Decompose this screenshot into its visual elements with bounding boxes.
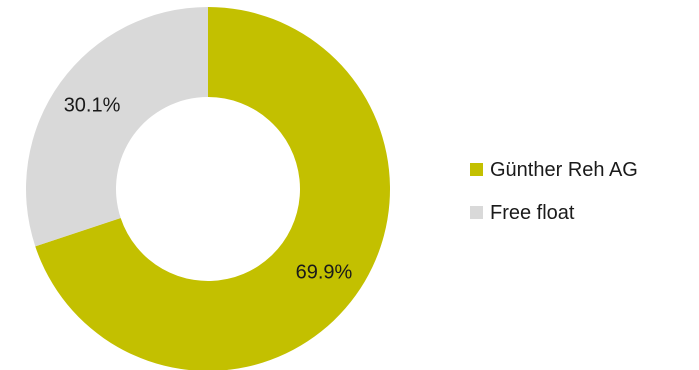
legend-swatch-free-float: [470, 206, 483, 219]
legend-item-gunther-reh-ag: Günther Reh AG: [470, 159, 638, 181]
donut-slice-gunther-reh-ag: [35, 7, 390, 370]
slice-label-gunther-reh-ag: 69.9%: [296, 262, 353, 284]
chart-legend: Günther Reh AG Free float: [470, 159, 638, 224]
donut-slice-labels: 69.9% 30.1%: [64, 94, 353, 283]
legend-swatch-gunther-reh-ag: [470, 163, 483, 176]
legend-label-free-float: Free float: [490, 202, 575, 224]
donut-slice-free-float: [26, 7, 209, 247]
slice-label-free-float: 30.1%: [64, 94, 121, 116]
donut-slices: [26, 7, 390, 370]
legend-label-gunther-reh-ag: Günther Reh AG: [490, 159, 638, 181]
legend-item-free-float: Free float: [470, 202, 575, 224]
